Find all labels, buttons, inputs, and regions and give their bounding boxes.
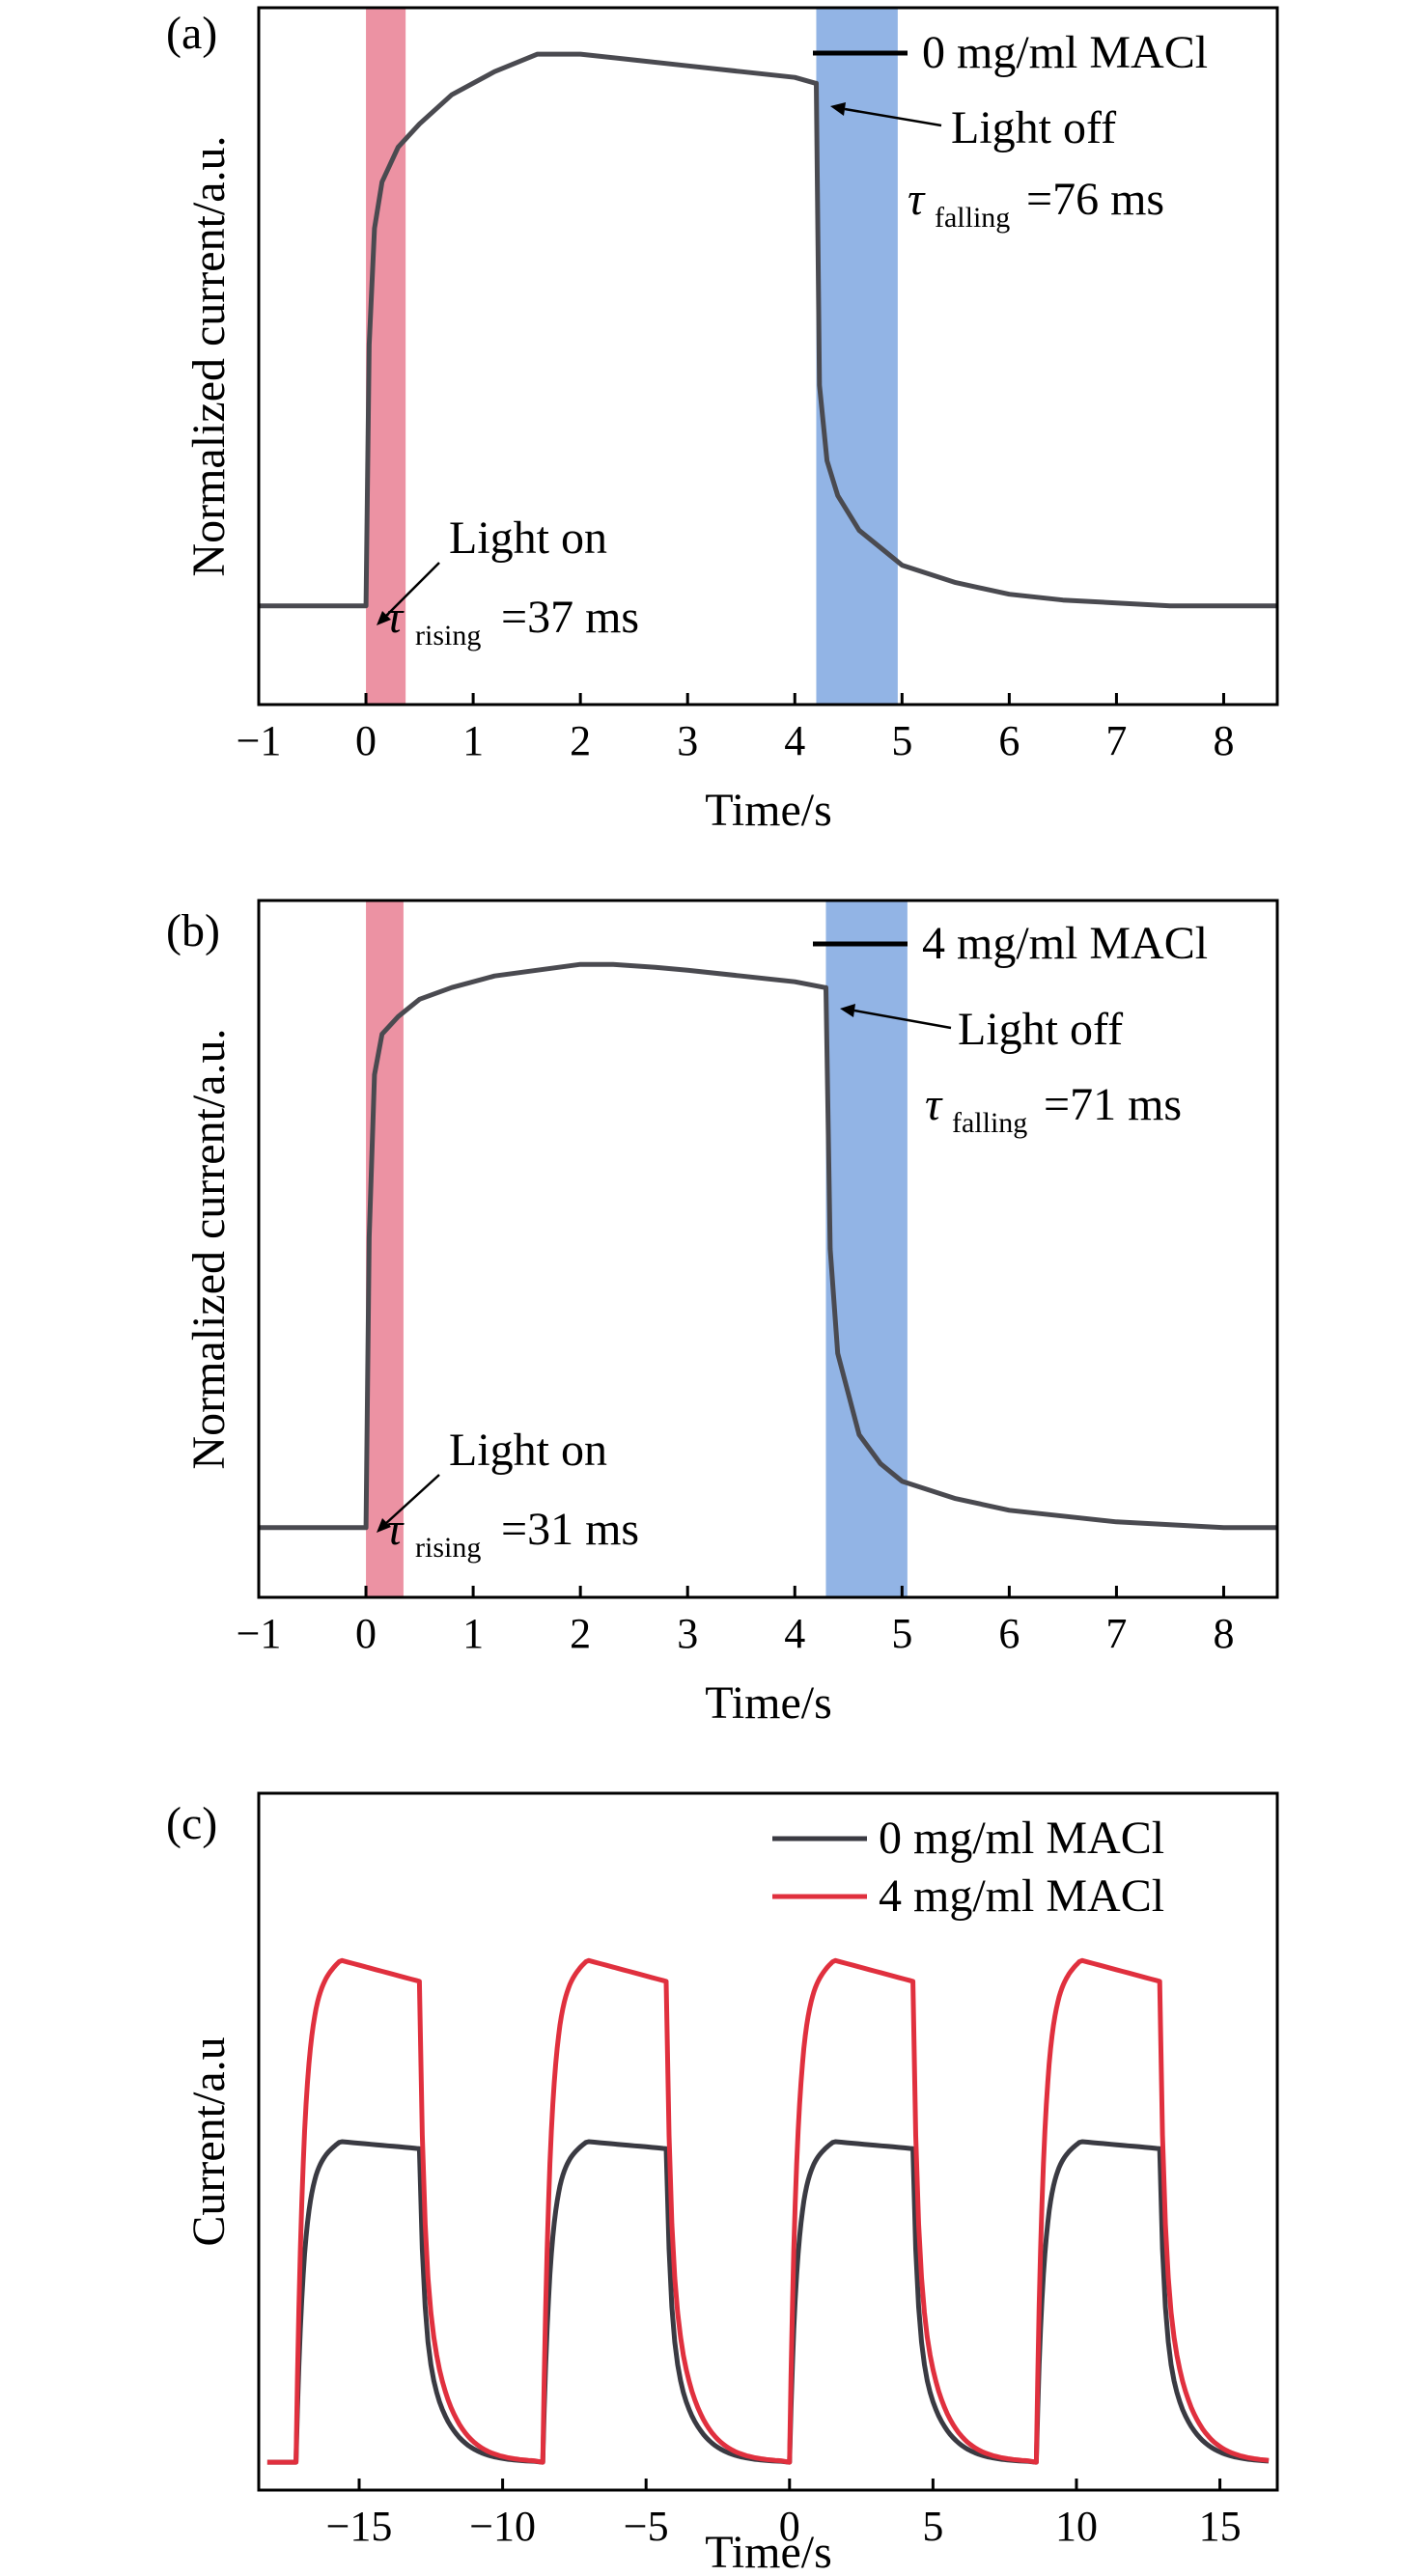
series-line-b-0 [259,961,1277,1531]
legend-label-a: 0 mg/ml MACl [922,27,1208,78]
plot-frame-b [257,899,1279,1599]
panel-label-c: (c) [166,1798,217,1849]
y-axis-label-c: Current/a.u [183,2036,235,2246]
light-on-arrowhead-a [377,611,391,625]
tau-falling-value-a: =76 ms [1026,174,1164,225]
tau-rising-a: τ [386,592,405,643]
x-tick-label-a-3: 2 [570,717,591,764]
light-off-label-a: Light off [951,102,1116,153]
tau-falling-sub-b: falling [952,1107,1027,1139]
tau-falling-sub-a: falling [935,202,1010,234]
tau-rising-value-b: =31 ms [501,1504,639,1555]
light-on-arrow-line-b [383,1474,440,1526]
x-tick-label-c-1: −10 [469,2503,536,2550]
panel-label-a: (a) [166,8,217,59]
legend-label-b: 4 mg/ml MACl [922,918,1208,969]
panel-a: (a) −1 0 1 2 3 4 5 6 7 8 Time/s Normalized curren… [166,6,1279,836]
light-off-arrowhead-a [830,102,846,116]
x-tick-label-c-2: −5 [624,2503,669,2550]
highlight-band-a-1 [816,8,898,705]
legend-label-c-1: 4 mg/ml MACl [879,1870,1164,1922]
tau-rising-sub-a: rising [415,620,481,651]
x-tick-label-c-0: −15 [326,2503,393,2550]
light-off-arrow-line-a [844,107,942,127]
x-tick-label-a-7: 6 [998,717,1020,764]
x-tick-label-b-9: 8 [1213,1610,1234,1657]
x-tick-label-b-1: 0 [355,1610,377,1657]
series-line-c-1 [266,1957,1270,2465]
tau-rising-symbol-b: τ [386,1504,405,1555]
plot-frame-a [257,6,1279,706]
x-tick-label-c-5: 10 [1055,2503,1098,2550]
x-tick-label-b-3: 2 [570,1610,591,1657]
x-tick-label-b-4: 3 [677,1610,698,1657]
tau-rising-b: τ [386,1504,405,1555]
y-axis-label-b: Normalized current/a.u. [183,1028,235,1469]
x-tick-label-a-1: 0 [355,717,377,764]
tau-rising-value-a: =37 ms [501,592,639,643]
tau-falling-symbol-a: τ [908,174,926,225]
light-on-arrowhead-b [377,1518,391,1533]
light-off-label-b: Light off [958,1004,1123,1055]
x-tick-label-a-6: 5 [891,717,912,764]
tau-falling-b: τ [925,1079,943,1130]
x-axis-label-a: Time/s [705,785,832,836]
x-tick-label-c-3: 0 [779,2503,800,2550]
x-tick-label-b-6: 5 [891,1610,912,1657]
series-line-a-0 [259,51,1277,609]
tau-rising-sub-b: rising [415,1532,481,1564]
series-line-c-0 [266,2139,1270,2465]
panel-label-b: (b) [166,905,220,956]
light-on-label-b: Light on [449,1425,607,1476]
x-tick-label-b-7: 6 [998,1610,1020,1657]
x-tick-label-c-4: 5 [922,2503,943,2550]
x-tick-label-a-4: 3 [677,717,698,764]
light-on-arrow-line-a [383,562,440,619]
tau-rising-symbol-a: τ [386,592,405,643]
x-tick-label-a-2: 1 [462,717,484,764]
tau-falling-value-b: =71 ms [1044,1079,1182,1130]
x-tick-label-b-8: 7 [1105,1610,1127,1657]
x-tick-label-a-0: −1 [237,717,282,764]
x-tick-label-b-2: 1 [462,1610,484,1657]
highlight-band-b-1 [825,900,908,1597]
light-off-arrowhead-b [840,1004,855,1017]
legend-label-c-0: 0 mg/ml MACl [879,1813,1164,1864]
plot-frame-c [257,1791,1279,2492]
highlight-band-b-0 [366,900,404,1597]
x-tick-label-b-0: −1 [237,1610,282,1657]
panel-b: (b) −1 0 1 2 3 4 5 6 7 8 Time/s Normalized curren… [166,899,1279,1729]
x-tick-label-a-9: 8 [1213,717,1234,764]
panel-c: (c) −15 −10 −5 0 5 10 15 Time/s Current/a.u 0 … [166,1791,1279,2576]
y-axis-label-a: Normalized current/a.u. [183,135,235,576]
tau-falling-a: τ [908,174,926,225]
x-tick-label-a-8: 7 [1105,717,1127,764]
highlight-band-a-0 [366,8,406,705]
x-tick-label-a-5: 4 [784,717,805,764]
x-tick-label-c-6: 15 [1199,2503,1242,2550]
x-axis-label-b: Time/s [705,1677,832,1729]
light-off-arrow-line-b [853,1009,952,1030]
x-axis-label-c: Time/s [705,2527,832,2576]
tau-falling-symbol-b: τ [925,1079,943,1130]
x-tick-label-b-5: 4 [784,1610,805,1657]
light-on-label-a: Light on [449,512,607,564]
